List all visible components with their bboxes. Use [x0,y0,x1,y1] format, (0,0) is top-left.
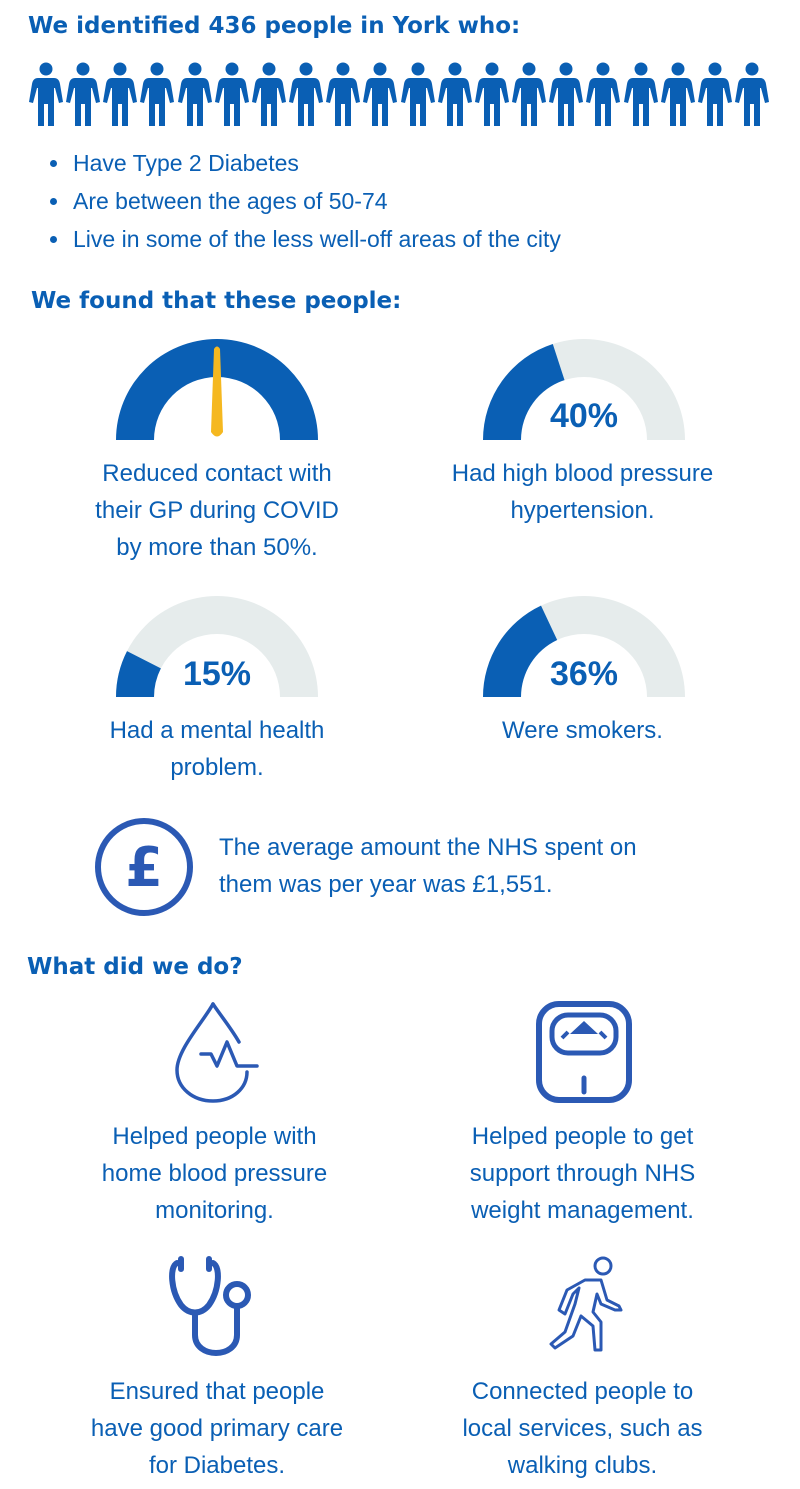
gauge-fill [116,651,161,697]
mental-health-gauge [116,596,318,697]
person-icon [289,62,324,126]
action-primary-care-caption: Ensured that people have good primary ca… [90,1378,344,1479]
hypertension-percent: 40% [549,397,619,435]
criteria-item: Are between the ages of 50-74 [50,182,561,220]
findings-heading: We found that these people: [31,288,402,314]
smokers-caption: Were smokers. [502,717,663,744]
smokers-percent: 36% [549,655,619,693]
person-icon [586,62,621,126]
hypertension-caption: Had high blood pressure hypertension. [451,460,714,524]
stethoscope-icon [169,1256,251,1356]
person-icon [140,62,175,126]
person-icon [400,62,435,126]
blood-drop-icon [175,1002,259,1103]
scale-icon [536,1001,632,1103]
mental-health-percent: 15% [182,655,252,693]
gp-contact-caption: Reduced contact with their GP during COV… [95,460,339,561]
action-bp-caption: Helped people with home blood pressure m… [101,1123,328,1224]
person-icon [474,62,509,126]
action-walking-caption: Connected people to local services, such… [462,1378,703,1479]
person-icon [660,62,695,126]
pound-icon: £ [95,818,193,916]
walking-person-icon [549,1256,623,1352]
person-icon [549,62,584,126]
criteria-item: Live in some of the less well-off areas … [50,220,561,258]
criteria-item: Have Type 2 Diabetes [50,144,561,182]
person-icon [623,62,658,126]
person-icon [697,62,732,126]
nhs-spend-text: The average amount the NHS spent on them… [219,834,637,898]
gauge-arc [116,339,318,440]
gauge-fill [483,343,565,440]
person-icon [512,62,547,126]
person-icon [214,62,249,126]
person-icon [66,62,101,126]
intro-heading: We identified 436 people in York who: [28,13,521,39]
criteria-list: Have Type 2 Diabetes Are between the age… [50,144,561,258]
person-icon [251,62,286,126]
person-icon [437,62,472,126]
mental-health-caption: Had a mental health problem. [109,717,325,781]
hypertension-gauge [483,339,685,440]
svg-text:£: £ [125,836,163,899]
person-icon [103,62,138,126]
person-icon [177,62,212,126]
gp-contact-gauge [116,339,318,440]
person-icon [363,62,398,126]
people-icon-row [28,62,770,130]
gauge-fill [483,605,558,697]
smokers-gauge [483,596,685,697]
needle-icon [211,346,223,437]
actions-heading: What did we do? [27,954,243,980]
gauge-track [116,596,318,697]
person-icon [29,62,63,126]
person-icon [326,62,361,126]
person-icon [734,62,769,126]
action-weight-caption: Helped people to get support through NHS… [469,1123,696,1224]
